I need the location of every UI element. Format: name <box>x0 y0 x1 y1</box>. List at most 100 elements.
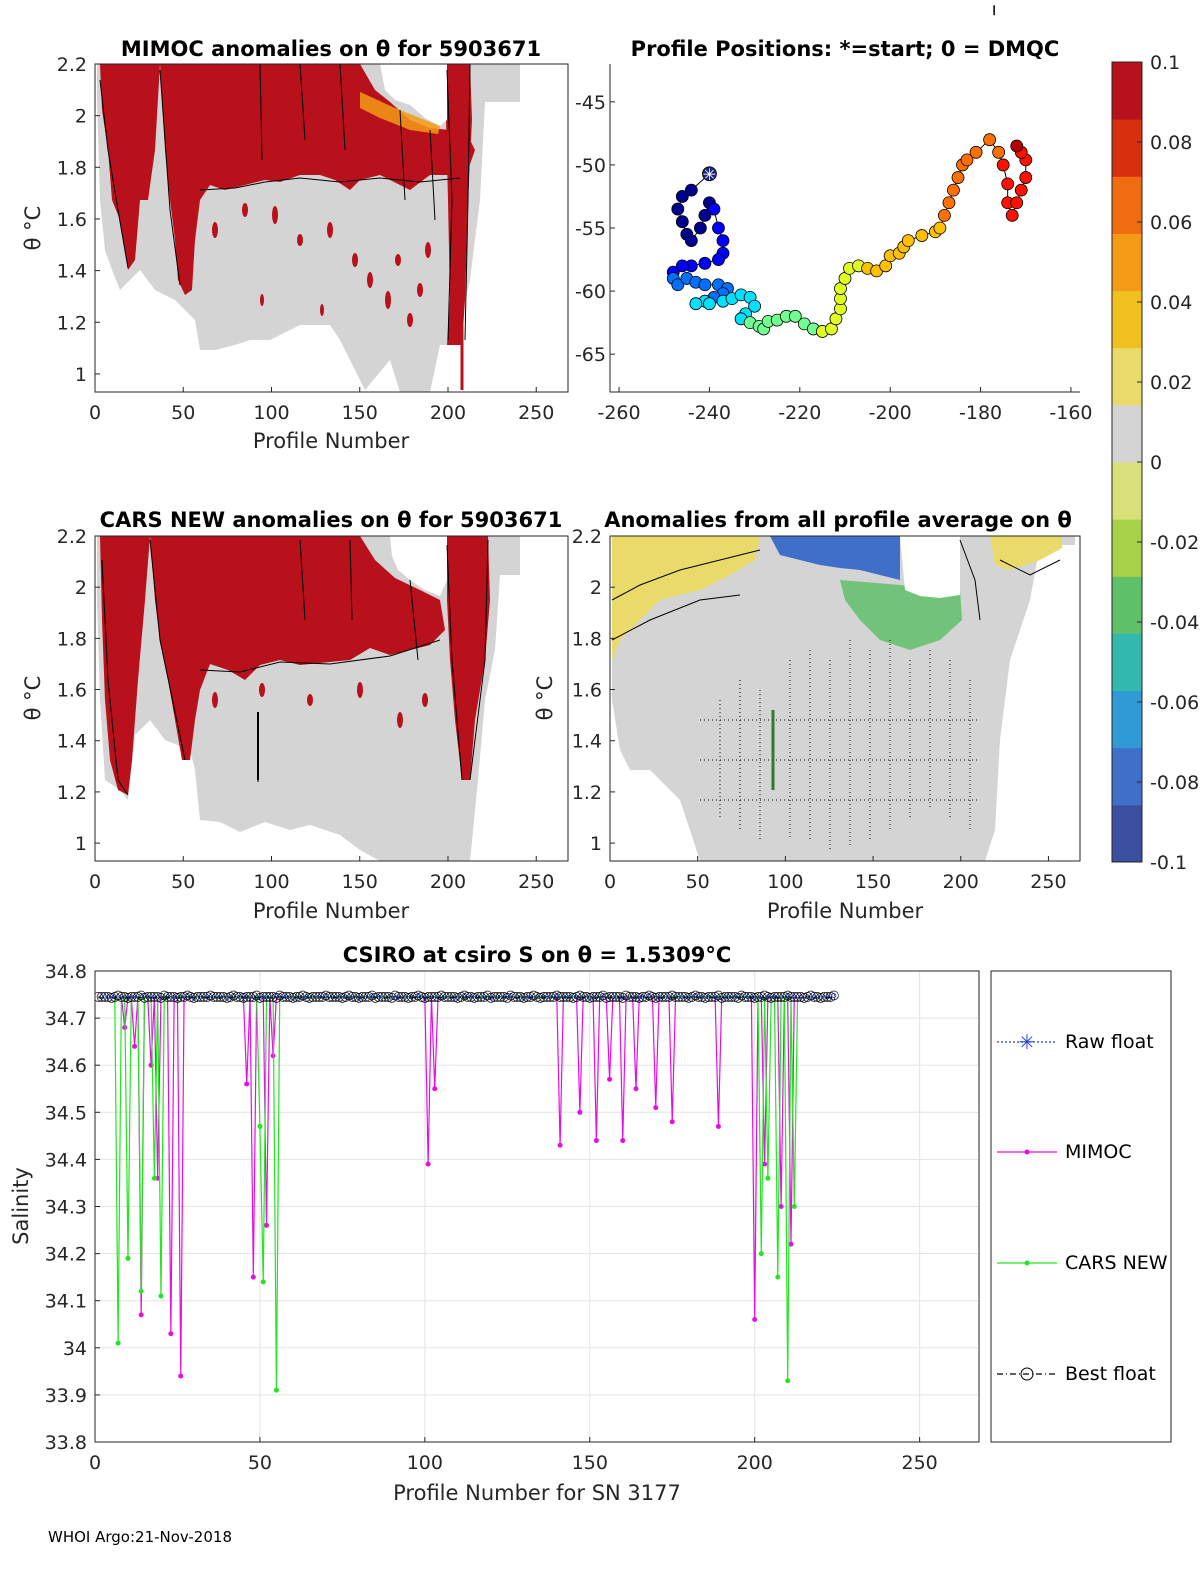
cars-panel: CARS NEW anomalies on θ for 5903671 0 50 1… <box>21 508 569 923</box>
mimoc-specks <box>177 203 431 327</box>
avg-ytick-label: 1.6 <box>572 680 602 702</box>
cars-red-left <box>100 536 150 795</box>
salinity-legend: ✳ Raw float MIMOC CARS NEW Best float <box>990 970 1172 1443</box>
profile-position-point <box>969 145 983 159</box>
legend-box <box>990 970 1172 1443</box>
best-float-point <box>264 992 275 1002</box>
profile-position-point <box>698 208 712 222</box>
best-float-point <box>683 992 694 1003</box>
avg-yellow-band-right <box>990 536 1062 570</box>
best-float-point <box>212 992 222 1002</box>
best-float-point <box>482 990 493 1001</box>
mimoc-series-point <box>669 1119 675 1125</box>
cars-series-point <box>765 1175 771 1181</box>
cars-series-point <box>125 1255 131 1261</box>
colorbar-block <box>1112 233 1142 292</box>
cars-series-point <box>151 1175 157 1181</box>
mimoc-ytick-label: 1 <box>75 364 87 386</box>
salinity-title: CSIRO at csiro S on θ = 1.5309°C <box>343 943 732 967</box>
colorbar-tick-label: -0.06 <box>1150 692 1199 714</box>
mimoc-series-point <box>633 1086 639 1092</box>
mimoc-series-point <box>264 1222 270 1228</box>
legend-best-float-marker <box>1020 1367 1034 1381</box>
colorbar-tick-label: 0.02 <box>1150 372 1192 394</box>
cars-xtick-label: 150 <box>342 871 378 893</box>
colorbar-block <box>1112 290 1142 349</box>
best-float-point <box>581 992 592 1002</box>
colorbar-block <box>1112 519 1142 577</box>
best-float-point <box>730 992 740 1002</box>
colorbar-tick-label: 0.08 <box>1150 132 1192 154</box>
cars-xticks: 0 50 100 150 200 250 <box>89 856 554 893</box>
colorbar-blocks <box>1112 62 1142 863</box>
best-float-point <box>370 992 381 1003</box>
profile-position-point <box>933 221 947 235</box>
mimoc-series-point <box>607 1076 613 1082</box>
best-float-point <box>502 992 513 1003</box>
positions-xtick-label: -160 <box>1049 402 1092 424</box>
salinity-ytick-label: 34.5 <box>45 1102 87 1124</box>
salinity-ytick-label: 34 <box>63 1338 87 1360</box>
best-float-point <box>423 992 433 1002</box>
colorbar-block <box>1112 633 1142 692</box>
best-float-point <box>304 992 315 1003</box>
mimoc-red-right <box>446 64 472 345</box>
profile-position-point <box>996 158 1010 172</box>
colorbar-tick-label: -0.1 <box>1150 852 1187 874</box>
mimoc-ytick-label: 2 <box>75 106 87 128</box>
best-float-point <box>449 992 460 1002</box>
cars-red-main <box>150 536 445 760</box>
profile-position-point <box>712 253 725 266</box>
salinity-yticks: 34.8 34.7 34.6 34.5 34.4 34.3 34.2 34.1 34 33.9 33… <box>45 961 100 1454</box>
profile-position-point <box>703 297 716 311</box>
best-float-point <box>383 992 394 1002</box>
cars-title: CARS NEW anomalies on θ for 5903671 <box>100 508 563 532</box>
cars-axes-box <box>94 535 569 862</box>
positions-track: ✳ <box>666 5 1033 338</box>
profile-position-point <box>675 215 689 229</box>
cars-xtick-label: 200 <box>430 871 466 893</box>
mimoc-xlabel: Profile Number <box>253 429 410 453</box>
cars-ytick-label: 1.6 <box>57 680 87 702</box>
colorbar-block <box>1112 347 1142 406</box>
best-float-point <box>469 992 480 1003</box>
positions-xtick-label: -260 <box>597 402 640 424</box>
best-float-point <box>175 992 186 1002</box>
legend-best-float: Best float <box>997 1363 1156 1385</box>
best-float-point <box>95 992 104 1002</box>
mimoc-series-point <box>138 1312 144 1318</box>
positions-xtick-label: -200 <box>869 402 912 424</box>
best-float-point <box>377 992 387 1002</box>
best-float-point <box>136 990 147 1001</box>
salinity-xticks: 0 50 100 150 200 250 <box>89 1437 938 1474</box>
mimoc-series-point <box>432 1086 438 1092</box>
colorbar-block <box>1112 462 1142 520</box>
best-float-point <box>726 992 737 1002</box>
best-float-point <box>542 992 552 1002</box>
mimoc-xtick-label: 50 <box>171 402 195 424</box>
best-float-point <box>792 992 803 1002</box>
mimoc-white-gap <box>380 64 447 126</box>
cars-series-point <box>758 1251 764 1257</box>
best-float-point <box>673 992 684 1002</box>
best-float-point <box>819 992 829 1002</box>
cars-ytick-label: 1.4 <box>57 731 87 753</box>
best-float-point <box>106 992 117 1003</box>
best-float-point <box>278 992 288 1002</box>
profile-position-point <box>671 278 685 292</box>
salinity-xtick-label: 150 <box>572 1452 608 1474</box>
mimoc-ytick-label: 1.6 <box>57 209 87 231</box>
profile-position-point <box>1010 196 1024 210</box>
mimoc-series-point <box>762 1161 768 1167</box>
positions-ytick-label: -45 <box>575 92 606 114</box>
avg-yellow-band <box>612 536 760 660</box>
mimoc-xtick-label: 0 <box>89 402 101 424</box>
profile-position-point <box>684 183 698 197</box>
legend-cars-new: CARS NEW <box>997 1252 1168 1274</box>
mimoc-axes-box <box>94 63 569 393</box>
best-float-point <box>238 992 249 1003</box>
positions-panel: Profile Positions: *=start; 0 = DMQC ✳ -… <box>575 5 1093 424</box>
avg-xtick-label: 50 <box>686 871 710 893</box>
cars-series-point <box>791 1204 797 1209</box>
avg-heatmap <box>611 536 1075 861</box>
